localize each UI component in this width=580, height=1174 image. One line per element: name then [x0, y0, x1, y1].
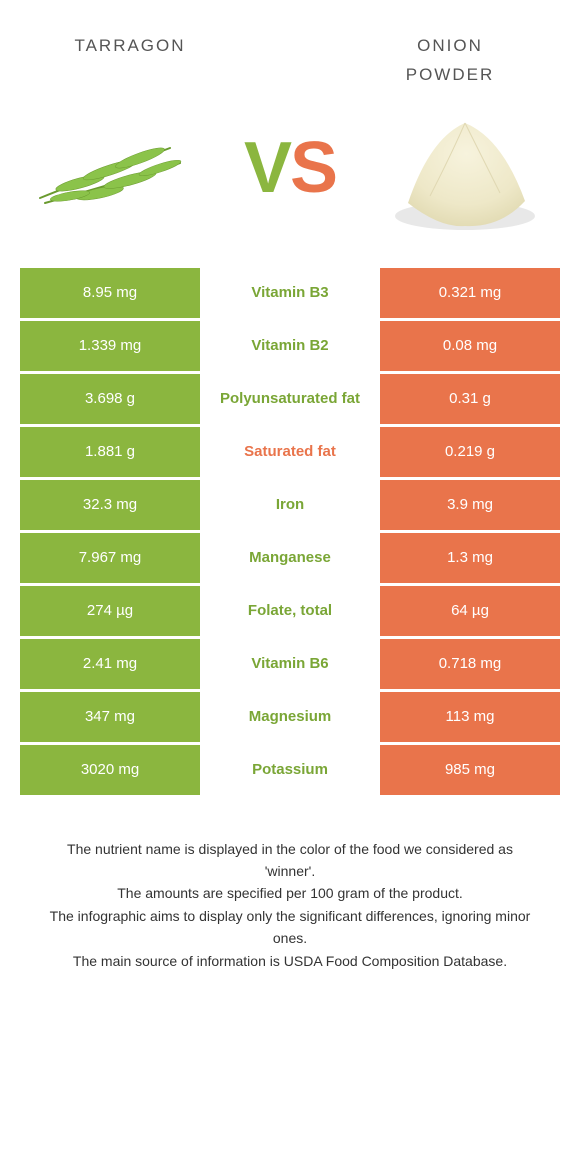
nutrient-label-cell: Vitamin B2 [200, 321, 380, 371]
footer-line-2: The amounts are specified per 100 gram o… [40, 882, 540, 904]
right-value-cell: 3.9 mg [380, 480, 560, 530]
left-value-cell: 3.698 g [20, 374, 200, 424]
table-row: 7.967 mgManganese1.3 mg [20, 533, 560, 583]
right-value-cell: 0.31 g [380, 374, 560, 424]
tarragon-image [30, 103, 200, 233]
nutrient-label-cell: Magnesium [200, 692, 380, 742]
left-value-cell: 2.41 mg [20, 639, 200, 689]
nutrient-label-cell: Vitamin B6 [200, 639, 380, 689]
right-value-cell: 0.321 mg [380, 268, 560, 318]
right-value-cell: 0.718 mg [380, 639, 560, 689]
header-row: tarragon onion powder [0, 0, 580, 88]
left-value-cell: 8.95 mg [20, 268, 200, 318]
nutrient-label-cell: Potassium [200, 745, 380, 795]
left-value-cell: 1.881 g [20, 427, 200, 477]
left-title-text: tarragon [74, 30, 185, 57]
nutrient-label-cell: Folate, total [200, 586, 380, 636]
infographic-container: tarragon onion powder [0, 0, 580, 972]
right-title-line2: powder [406, 59, 495, 86]
table-row: 32.3 mgIron3.9 mg [20, 480, 560, 530]
table-row: 1.881 gSaturated fat0.219 g [20, 427, 560, 477]
left-value-cell: 3020 mg [20, 745, 200, 795]
left-value-cell: 32.3 mg [20, 480, 200, 530]
left-food-title: tarragon [30, 30, 230, 59]
right-food-title: onion powder [350, 30, 550, 88]
right-value-cell: 0.219 g [380, 427, 560, 477]
right-title-line1: onion [417, 30, 483, 57]
nutrient-label-cell: Manganese [200, 533, 380, 583]
nutrient-label-cell: Saturated fat [200, 427, 380, 477]
left-value-cell: 274 µg [20, 586, 200, 636]
table-row: 3.698 gPolyunsaturated fat0.31 g [20, 374, 560, 424]
nutrient-label-cell: Iron [200, 480, 380, 530]
right-value-cell: 985 mg [380, 745, 560, 795]
image-row: VS [0, 88, 580, 268]
table-row: 347 mgMagnesium113 mg [20, 692, 560, 742]
left-value-cell: 347 mg [20, 692, 200, 742]
vs-s: S [290, 128, 336, 208]
table-row: 8.95 mgVitamin B30.321 mg [20, 268, 560, 318]
right-value-cell: 64 µg [380, 586, 560, 636]
right-value-cell: 113 mg [380, 692, 560, 742]
left-value-cell: 7.967 mg [20, 533, 200, 583]
vs-v: V [244, 128, 290, 208]
table-row: 1.339 mgVitamin B20.08 mg [20, 321, 560, 371]
table-row: 274 µgFolate, total64 µg [20, 586, 560, 636]
footer-line-1: The nutrient name is displayed in the co… [40, 838, 540, 883]
left-value-cell: 1.339 mg [20, 321, 200, 371]
nutrient-label-cell: Polyunsaturated fat [200, 374, 380, 424]
footer-line-4: The main source of information is USDA F… [40, 950, 540, 972]
right-value-cell: 0.08 mg [380, 321, 560, 371]
vs-label: VS [244, 127, 336, 209]
table-row: 3020 mgPotassium985 mg [20, 745, 560, 795]
nutrient-table: 8.95 mgVitamin B30.321 mg1.339 mgVitamin… [20, 268, 560, 795]
table-row: 2.41 mgVitamin B60.718 mg [20, 639, 560, 689]
nutrient-label-cell: Vitamin B3 [200, 268, 380, 318]
footer-line-3: The infographic aims to display only the… [40, 905, 540, 950]
right-value-cell: 1.3 mg [380, 533, 560, 583]
footer-notes: The nutrient name is displayed in the co… [0, 798, 580, 972]
onion-powder-image [380, 103, 550, 233]
